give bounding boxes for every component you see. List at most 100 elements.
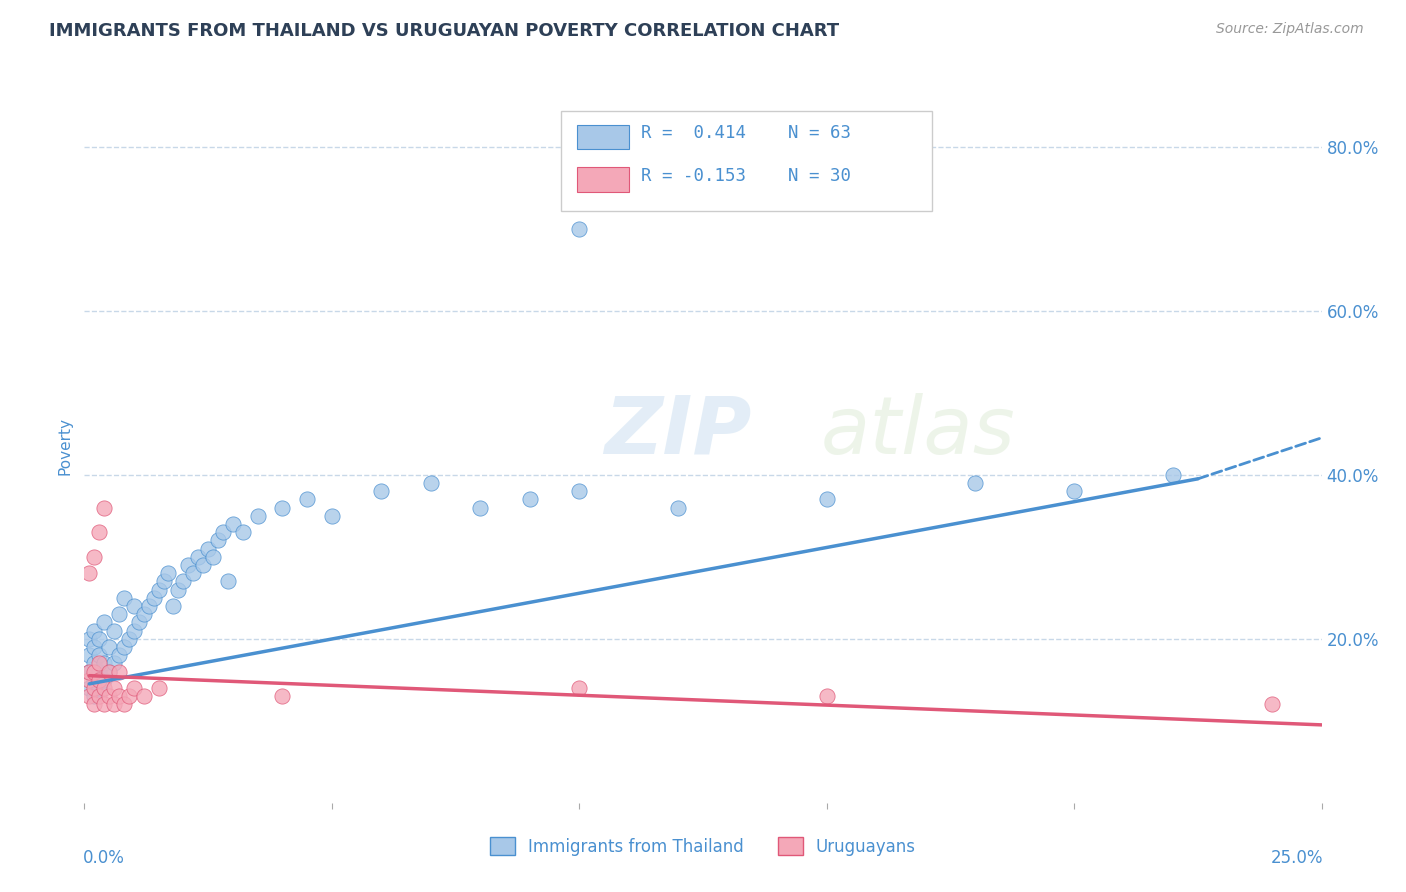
Point bbox=[93, 657, 115, 671]
Point bbox=[108, 665, 131, 679]
Point bbox=[217, 574, 239, 589]
Point bbox=[157, 566, 180, 581]
Point bbox=[132, 689, 155, 703]
Point bbox=[1063, 484, 1085, 499]
Point bbox=[181, 566, 204, 581]
Point bbox=[83, 665, 105, 679]
Point bbox=[89, 681, 111, 695]
Point bbox=[246, 508, 269, 523]
Point bbox=[79, 689, 101, 703]
Point bbox=[122, 624, 145, 638]
Point bbox=[79, 665, 101, 679]
Point bbox=[98, 665, 121, 679]
Point bbox=[370, 484, 392, 499]
Point bbox=[93, 681, 115, 695]
Point bbox=[122, 681, 145, 695]
Point bbox=[79, 632, 101, 646]
Point bbox=[815, 492, 838, 507]
Point bbox=[1261, 698, 1284, 712]
Point bbox=[172, 574, 194, 589]
Point bbox=[89, 657, 111, 671]
Point bbox=[79, 648, 101, 662]
Point bbox=[321, 508, 343, 523]
Point bbox=[89, 665, 111, 679]
Point bbox=[79, 665, 101, 679]
Point bbox=[202, 549, 225, 564]
Point bbox=[108, 689, 131, 703]
Point bbox=[138, 599, 160, 613]
Point bbox=[197, 541, 219, 556]
Text: IMMIGRANTS FROM THAILAND VS URUGUAYAN POVERTY CORRELATION CHART: IMMIGRANTS FROM THAILAND VS URUGUAYAN PO… bbox=[49, 22, 839, 40]
Point bbox=[965, 475, 987, 490]
Point bbox=[112, 698, 135, 712]
Point bbox=[271, 500, 294, 515]
Point bbox=[83, 624, 105, 638]
Point bbox=[83, 681, 105, 695]
Point bbox=[519, 492, 541, 507]
Point bbox=[108, 607, 131, 622]
Text: atlas: atlas bbox=[821, 392, 1015, 471]
Point bbox=[89, 648, 111, 662]
Point bbox=[187, 549, 209, 564]
Point bbox=[222, 516, 245, 531]
Text: R =  0.414    N = 63: R = 0.414 N = 63 bbox=[641, 125, 851, 143]
Point bbox=[1161, 467, 1184, 482]
Point bbox=[103, 698, 125, 712]
Point bbox=[83, 549, 105, 564]
Point bbox=[83, 657, 105, 671]
Point bbox=[112, 591, 135, 605]
Point bbox=[103, 681, 125, 695]
FancyBboxPatch shape bbox=[576, 168, 628, 192]
Point bbox=[191, 558, 214, 572]
Y-axis label: Poverty: Poverty bbox=[58, 417, 73, 475]
Text: 25.0%: 25.0% bbox=[1271, 849, 1323, 867]
Text: ZIP: ZIP bbox=[605, 392, 751, 471]
Point bbox=[118, 689, 141, 703]
Point bbox=[167, 582, 190, 597]
Point bbox=[568, 681, 591, 695]
Point bbox=[148, 582, 170, 597]
Point bbox=[295, 492, 318, 507]
Legend: Immigrants from Thailand, Uruguayans: Immigrants from Thailand, Uruguayans bbox=[484, 830, 922, 863]
Point bbox=[103, 657, 125, 671]
Point bbox=[89, 632, 111, 646]
Point bbox=[207, 533, 229, 548]
FancyBboxPatch shape bbox=[561, 111, 932, 211]
Point bbox=[98, 665, 121, 679]
Point bbox=[132, 607, 155, 622]
Text: Source: ZipAtlas.com: Source: ZipAtlas.com bbox=[1216, 22, 1364, 37]
Point bbox=[177, 558, 200, 572]
Point bbox=[142, 591, 165, 605]
Point bbox=[112, 640, 135, 654]
Point bbox=[79, 681, 101, 695]
Point bbox=[666, 500, 689, 515]
Point bbox=[83, 698, 105, 712]
Point bbox=[83, 640, 105, 654]
Point bbox=[79, 566, 101, 581]
Point bbox=[103, 624, 125, 638]
Point bbox=[118, 632, 141, 646]
Point bbox=[128, 615, 150, 630]
Point bbox=[93, 615, 115, 630]
Point bbox=[271, 689, 294, 703]
Point bbox=[93, 698, 115, 712]
Point bbox=[470, 500, 492, 515]
Point bbox=[98, 689, 121, 703]
Point bbox=[419, 475, 441, 490]
Point bbox=[89, 525, 111, 540]
Point bbox=[148, 681, 170, 695]
FancyBboxPatch shape bbox=[576, 125, 628, 149]
Point bbox=[89, 689, 111, 703]
Point bbox=[108, 648, 131, 662]
Point bbox=[568, 221, 591, 235]
Point bbox=[162, 599, 184, 613]
Point bbox=[212, 525, 235, 540]
Text: 0.0%: 0.0% bbox=[83, 849, 125, 867]
Point bbox=[98, 640, 121, 654]
Point bbox=[122, 599, 145, 613]
Point bbox=[83, 673, 105, 687]
Point bbox=[93, 500, 115, 515]
Point bbox=[79, 673, 101, 687]
Point bbox=[152, 574, 174, 589]
Text: R = -0.153    N = 30: R = -0.153 N = 30 bbox=[641, 168, 851, 186]
